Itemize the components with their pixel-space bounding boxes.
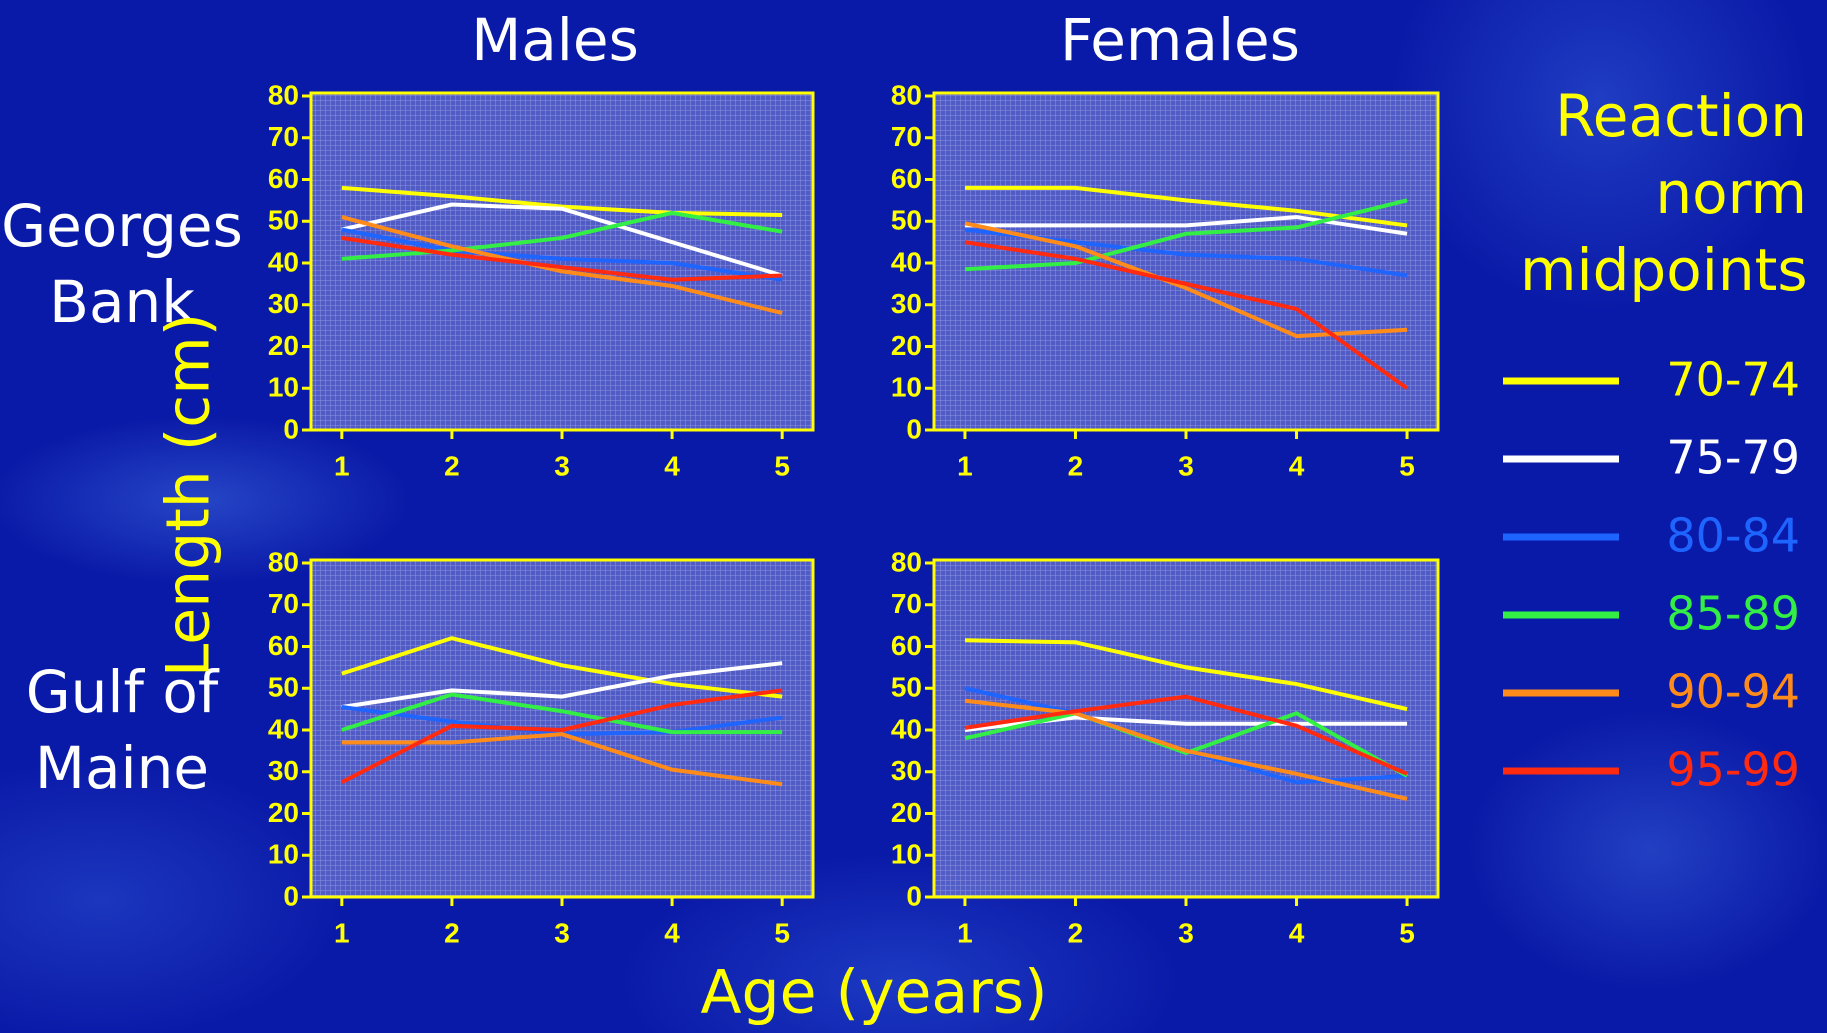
y-tick-label: 0 (906, 413, 922, 444)
legend-label: 90-94 (1666, 665, 1800, 719)
x-tick-label: 2 (444, 917, 460, 948)
y-tick-label: 70 (891, 121, 922, 152)
y-axis-label: Length (cm) (154, 313, 224, 677)
x-tick-label: 3 (1178, 450, 1194, 481)
x-tick-label: 1 (334, 450, 350, 481)
y-tick-label: 20 (891, 797, 922, 828)
x-tick-label: 4 (1289, 450, 1305, 481)
y-tick-label: 40 (268, 246, 299, 277)
y-tick-label: 50 (268, 205, 299, 236)
x-tick-label: 5 (774, 917, 790, 948)
y-tick-label: 50 (891, 672, 922, 703)
y-tick-label: 30 (268, 288, 299, 319)
y-tick-label: 20 (268, 330, 299, 361)
x-tick-label: 4 (1289, 917, 1305, 948)
legend-label: 95-99 (1666, 743, 1800, 797)
legend-label: 85-89 (1666, 587, 1800, 641)
x-tick-label: 2 (1068, 450, 1084, 481)
x-tick-label: 1 (334, 917, 350, 948)
y-tick-label: 20 (891, 330, 922, 361)
legend-label: 70-74 (1666, 353, 1800, 407)
y-tick-label: 0 (283, 413, 299, 444)
x-tick-label: 5 (1399, 917, 1415, 948)
y-tick-label: 10 (891, 839, 922, 870)
x-tick-label: 3 (554, 450, 570, 481)
x-tick-label: 1 (957, 917, 973, 948)
y-tick-label: 30 (268, 755, 299, 786)
legend-label: 80-84 (1666, 509, 1800, 563)
y-tick-label: 0 (283, 880, 299, 911)
y-tick-label: 40 (268, 713, 299, 744)
y-tick-label: 80 (891, 546, 922, 577)
y-tick-label: 60 (891, 163, 922, 194)
y-tick-label: 70 (268, 588, 299, 619)
plot-area (934, 93, 1438, 430)
y-tick-label: 30 (891, 755, 922, 786)
x-tick-label: 5 (1399, 450, 1415, 481)
y-tick-label: 10 (268, 839, 299, 870)
y-tick-label: 70 (891, 588, 922, 619)
y-tick-label: 0 (906, 880, 922, 911)
y-tick-label: 60 (268, 163, 299, 194)
y-tick-label: 80 (891, 79, 922, 110)
y-tick-label: 70 (268, 121, 299, 152)
charts: Age (years) Length (cm) 0102030405060708… (0, 0, 1827, 1033)
y-tick-label: 40 (891, 713, 922, 744)
slide: Males Females Georges Bank Gulf of Maine… (0, 0, 1827, 1033)
x-tick-label: 1 (957, 450, 973, 481)
x-tick-label: 2 (1068, 917, 1084, 948)
y-tick-label: 30 (891, 288, 922, 319)
x-tick-label: 3 (554, 917, 570, 948)
x-tick-label: 5 (774, 450, 790, 481)
y-tick-label: 50 (891, 205, 922, 236)
legend-label: 75-79 (1666, 431, 1800, 485)
x-tick-label: 4 (664, 917, 680, 948)
y-tick-label: 60 (891, 630, 922, 661)
y-tick-label: 80 (268, 79, 299, 110)
x-tick-label: 2 (444, 450, 460, 481)
y-tick-label: 50 (268, 672, 299, 703)
y-tick-label: 20 (268, 797, 299, 828)
y-tick-label: 60 (268, 630, 299, 661)
y-tick-label: 80 (268, 546, 299, 577)
y-tick-label: 10 (268, 372, 299, 403)
x-tick-label: 4 (664, 450, 680, 481)
y-tick-label: 40 (891, 246, 922, 277)
x-tick-label: 3 (1178, 917, 1194, 948)
y-tick-label: 10 (891, 372, 922, 403)
x-axis-label: Age (years) (700, 958, 1047, 1028)
